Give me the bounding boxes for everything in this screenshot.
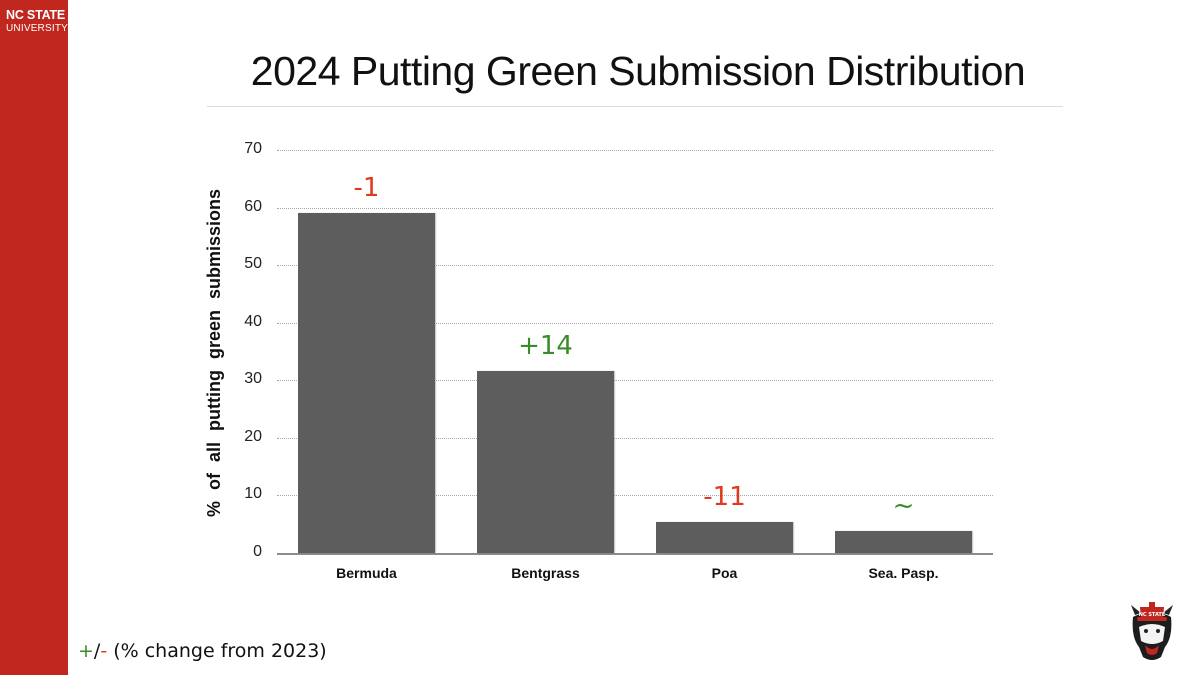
gridline [277, 437, 993, 439]
x-tick-label: Bermuda [336, 565, 397, 581]
bar-poa [656, 521, 793, 553]
y-tick-label: 20 [244, 427, 262, 445]
brand-sidebar: NC STATE UNIVERSITY [0, 0, 68, 675]
svg-text:NC STATE: NC STATE [1139, 612, 1166, 618]
change-annotation: +14 [518, 331, 573, 362]
y-tick-label: 30 [244, 370, 262, 388]
gridline [277, 150, 993, 151]
gridline [277, 495, 993, 497]
x-axis-line [277, 553, 993, 555]
y-tick-label: 40 [244, 312, 262, 330]
y-tick-label: 0 [253, 543, 262, 560]
legend-text: (% change from 2023) [107, 640, 327, 662]
ncstate-wordmark: NC STATE UNIVERSITY [6, 9, 68, 34]
brand-line2: UNIVERSITY [6, 22, 69, 34]
change-annotation: -11 [703, 481, 746, 512]
gridline [277, 322, 993, 324]
gridline [277, 207, 993, 209]
change-legend: +/- (% change from 2023) [78, 640, 327, 662]
bar-sea-pasp [835, 531, 972, 553]
brand-line1: NC STATE [6, 8, 66, 22]
wolf-mascot-logo-icon: NC STATE [1131, 602, 1173, 660]
x-tick-label: Poa [711, 565, 738, 581]
change-annotation: ~ [892, 491, 915, 522]
gridline [277, 380, 993, 382]
legend-plus: + [78, 640, 94, 662]
y-tick-label: 10 [244, 485, 262, 503]
x-tick-label: Bentgrass [511, 565, 580, 581]
bar-bentgrass [477, 371, 614, 553]
legend-slash: / [93, 640, 101, 662]
y-tick-label: 60 [244, 197, 262, 215]
legend-minus: - [100, 640, 108, 662]
bar-bermuda [298, 213, 435, 553]
chart-title: 2024 Putting Green Submission Distributi… [250, 48, 1026, 94]
y-tick-label: 50 [244, 255, 262, 273]
y-tick-label: 70 [244, 140, 262, 157]
gridline [277, 265, 993, 267]
title-divider [207, 106, 1063, 107]
x-tick-label: Sea. Pasp. [868, 565, 939, 581]
change-annotation: -1 [353, 173, 380, 204]
